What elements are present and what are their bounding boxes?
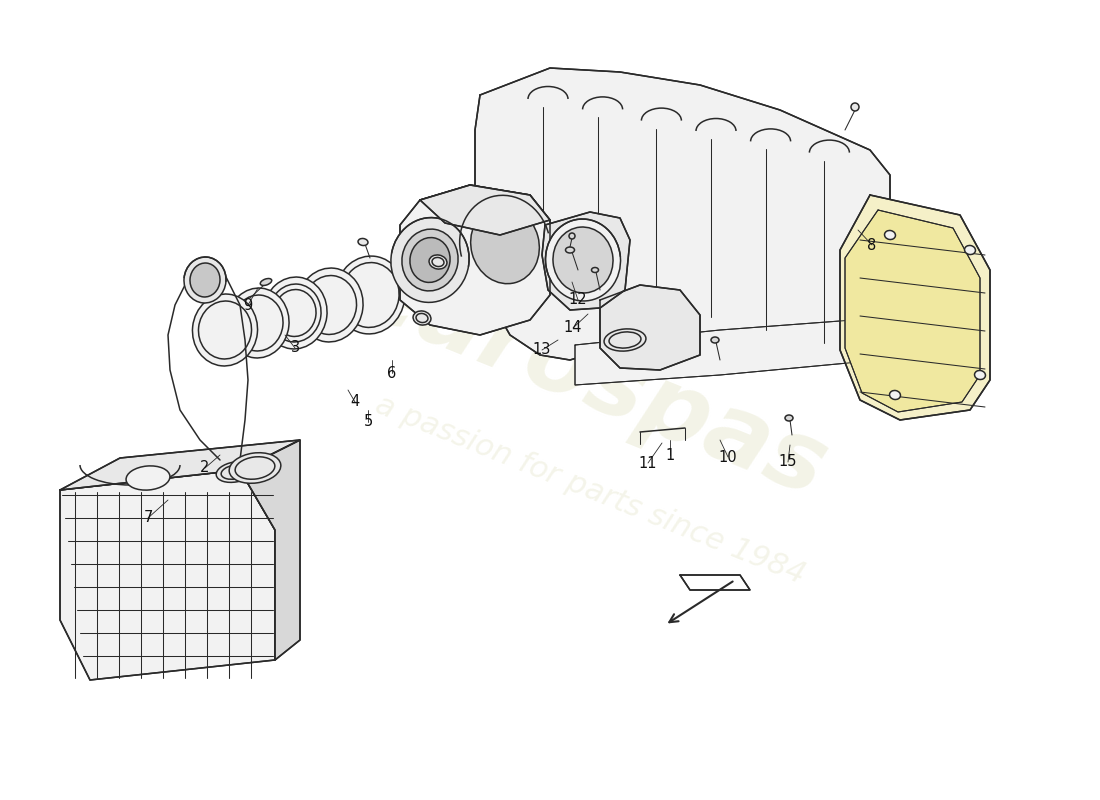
Ellipse shape	[890, 390, 901, 399]
Text: 1: 1	[666, 447, 674, 462]
Ellipse shape	[227, 288, 289, 358]
Text: 5: 5	[363, 414, 373, 430]
Ellipse shape	[569, 233, 575, 239]
Ellipse shape	[229, 453, 280, 483]
Ellipse shape	[184, 257, 226, 303]
Ellipse shape	[592, 267, 598, 273]
Ellipse shape	[471, 206, 539, 284]
Ellipse shape	[553, 227, 613, 293]
Ellipse shape	[851, 103, 859, 111]
Ellipse shape	[414, 311, 431, 325]
Ellipse shape	[390, 218, 469, 302]
Ellipse shape	[604, 329, 646, 351]
Ellipse shape	[429, 255, 447, 269]
Text: 12: 12	[569, 293, 587, 307]
Polygon shape	[60, 470, 275, 680]
Ellipse shape	[263, 277, 327, 349]
Text: 7: 7	[143, 510, 153, 526]
Text: 4: 4	[351, 394, 360, 410]
Polygon shape	[240, 440, 300, 660]
Text: 11: 11	[639, 455, 658, 470]
Text: 14: 14	[563, 321, 582, 335]
Polygon shape	[542, 212, 630, 310]
Ellipse shape	[785, 415, 793, 421]
Polygon shape	[475, 68, 890, 360]
Text: a passion for parts since 1984: a passion for parts since 1984	[371, 390, 810, 590]
Text: 8: 8	[868, 238, 877, 253]
Polygon shape	[575, 318, 880, 385]
Ellipse shape	[884, 230, 895, 239]
Polygon shape	[680, 575, 750, 590]
Polygon shape	[845, 210, 980, 412]
Ellipse shape	[297, 268, 363, 342]
Text: 9: 9	[243, 298, 253, 313]
Ellipse shape	[358, 238, 368, 246]
Ellipse shape	[126, 466, 169, 490]
Ellipse shape	[565, 247, 574, 253]
Text: 3: 3	[290, 341, 299, 355]
Ellipse shape	[206, 275, 216, 282]
Text: eurospas: eurospas	[340, 243, 839, 517]
Ellipse shape	[460, 195, 550, 294]
Text: 6: 6	[387, 366, 397, 381]
Polygon shape	[60, 440, 300, 490]
Text: 2: 2	[200, 461, 210, 475]
Ellipse shape	[334, 256, 405, 334]
Ellipse shape	[965, 246, 976, 254]
Ellipse shape	[217, 462, 254, 482]
Polygon shape	[420, 185, 550, 235]
Ellipse shape	[410, 238, 450, 282]
Ellipse shape	[190, 263, 220, 297]
Polygon shape	[600, 285, 700, 370]
Ellipse shape	[546, 219, 620, 301]
Ellipse shape	[261, 278, 272, 286]
Text: 13: 13	[532, 342, 551, 358]
Ellipse shape	[975, 370, 986, 379]
Polygon shape	[400, 185, 550, 335]
Polygon shape	[840, 195, 990, 420]
Ellipse shape	[711, 337, 719, 343]
Ellipse shape	[402, 229, 458, 291]
Text: 10: 10	[718, 450, 737, 465]
Text: 15: 15	[779, 454, 798, 470]
Ellipse shape	[192, 294, 257, 366]
